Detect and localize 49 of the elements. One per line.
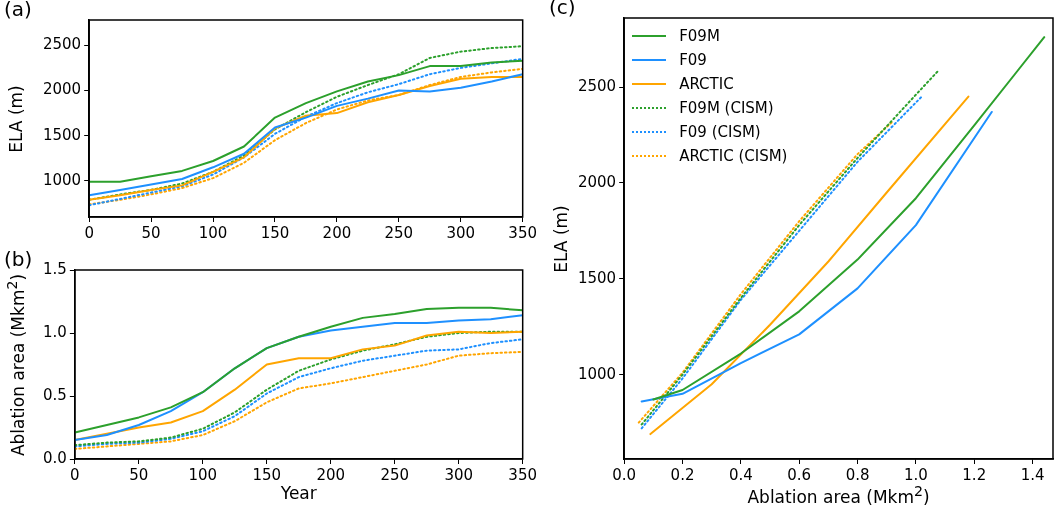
x-tick-label: 0.4 xyxy=(728,465,753,484)
x-tick-label: 0 xyxy=(84,223,94,242)
x-tick-label: 250 xyxy=(380,465,410,484)
y-tick-label: 0.5 xyxy=(43,385,67,404)
legend-label: ARCTIC (CISM) xyxy=(679,147,788,165)
x-tick-label: 0.8 xyxy=(845,465,870,484)
y-tick-label: 1.5 xyxy=(43,259,67,278)
x-tick-label: 150 xyxy=(260,223,290,242)
y-tick-label: 2000 xyxy=(577,172,617,191)
y-tick-label: 1.0 xyxy=(43,322,67,341)
x-tick-label: 1.4 xyxy=(1020,465,1045,484)
legend-label: F09M (CISM) xyxy=(679,99,774,117)
y-tick-label: 1500 xyxy=(42,125,82,144)
x-tick-label: 1.2 xyxy=(962,465,987,484)
x-tick-label: 200 xyxy=(316,465,346,484)
y-tick-label: 1500 xyxy=(577,268,617,287)
legend-label: F09 (CISM) xyxy=(679,123,761,141)
y-axis-title: ELA (m) xyxy=(551,204,571,273)
y-tick-label: 2000 xyxy=(42,80,82,99)
x-axis-title: Year xyxy=(280,483,317,503)
x-tick-label: 0.2 xyxy=(670,465,695,484)
x-tick-label: 300 xyxy=(446,223,476,242)
x-tick-label: 350 xyxy=(508,465,538,484)
y-tick-label: 0.0 xyxy=(43,448,67,467)
chart-title: (b) xyxy=(4,247,33,271)
x-tick-label: 50 xyxy=(141,223,161,242)
x-tick-label: 250 xyxy=(384,223,414,242)
legend-label: ARCTIC xyxy=(679,75,734,93)
x-tick-label: 0 xyxy=(70,465,80,484)
x-tick-label: 350 xyxy=(508,223,538,242)
legend-label: F09M xyxy=(679,27,720,45)
y-tick-label: 2500 xyxy=(577,76,617,95)
x-tick-label: 100 xyxy=(188,465,218,484)
x-tick-label: 0.6 xyxy=(787,465,812,484)
y-tick-label: 1000 xyxy=(577,364,617,383)
x-tick-label: 200 xyxy=(322,223,352,242)
line-series xyxy=(637,120,894,424)
chart-title: (a) xyxy=(4,0,32,21)
x-axis-title: Ablation area (Mkm$^{2}$) xyxy=(747,483,930,507)
y-tick-label: 2500 xyxy=(42,35,82,54)
x-tick-label: 100 xyxy=(198,223,228,242)
x-tick-label: 50 xyxy=(129,465,149,484)
x-tick-label: 300 xyxy=(444,465,474,484)
x-tick-label: 1.0 xyxy=(903,465,928,484)
legend-label: F09 xyxy=(679,51,707,69)
y-tick-label: 1000 xyxy=(42,170,82,189)
x-tick-label: 0.0 xyxy=(612,465,637,484)
x-tick-label: 150 xyxy=(252,465,282,484)
y-axis-title: ELA (m) xyxy=(6,84,26,153)
